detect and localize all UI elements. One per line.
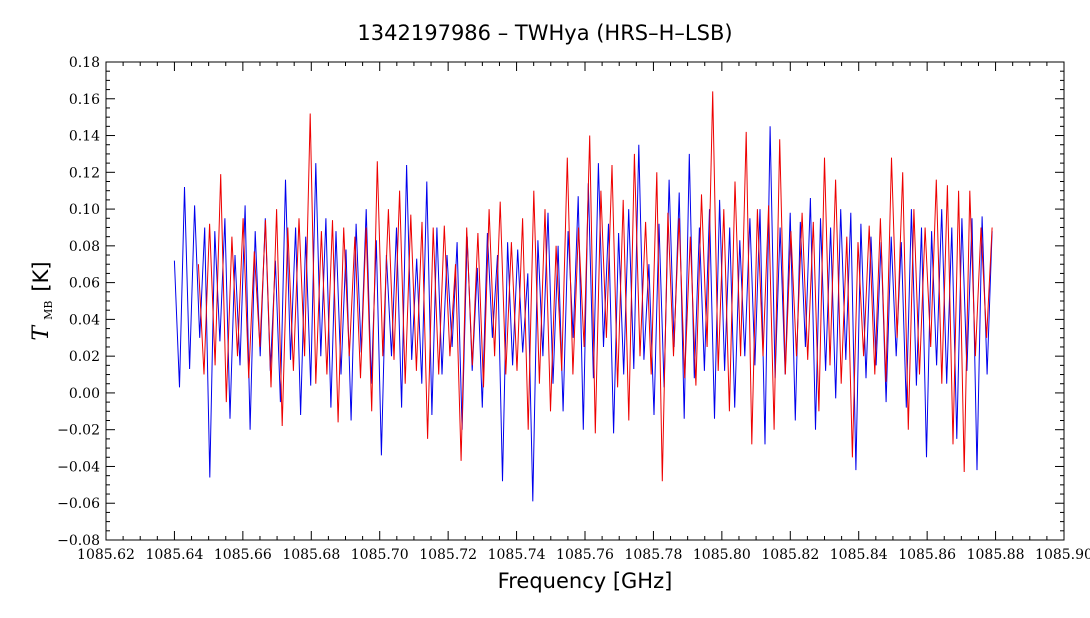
x-tick-label: 1085.80 — [693, 547, 751, 563]
chart-title: 1342197986 – TWHya (HRS–H–LSB) — [357, 21, 732, 45]
x-tick-label: 1085.76 — [556, 547, 614, 563]
y-tick-label: 0.02 — [69, 349, 100, 365]
series-line-2 — [197, 91, 993, 482]
y-tick-label: 0.10 — [69, 202, 100, 218]
x-tick-label: 1085.90 — [1035, 547, 1090, 563]
y-tick-label: 0.06 — [69, 276, 100, 292]
plot-frame — [105, 61, 1065, 541]
y-axis-label: T MB [K] — [29, 261, 56, 340]
y-tick-label: 0.18 — [69, 55, 100, 71]
x-tick-label: 1085.74 — [488, 547, 546, 563]
y-tick-label: 0.12 — [69, 165, 100, 181]
x-tick-label: 1085.86 — [898, 547, 956, 563]
y-tick-label: −0.02 — [57, 423, 100, 439]
x-tick-label: 1085.64 — [145, 547, 203, 563]
x-tick-label: 1085.62 — [77, 547, 135, 563]
series-line-1 — [173, 126, 993, 502]
y-tick-label: 0.14 — [69, 129, 100, 145]
y-tick-label: 0.00 — [69, 386, 100, 402]
x-tick-label: 1085.72 — [419, 547, 477, 563]
x-tick-label: 1085.78 — [624, 547, 682, 563]
y-axis-symbol: T — [29, 324, 54, 341]
x-tick-label: 1085.88 — [967, 547, 1025, 563]
y-axis-subscript: MB — [42, 301, 55, 320]
x-axis-label: Frequency [GHz] — [498, 569, 673, 593]
y-tick-label: 0.04 — [69, 312, 100, 328]
y-tick-label: −0.08 — [57, 533, 100, 549]
x-tick-label: 1085.66 — [214, 547, 272, 563]
y-tick-label: −0.06 — [57, 496, 100, 512]
y-tick-label: −0.04 — [57, 459, 100, 475]
x-tick-label: 1085.82 — [761, 547, 819, 563]
x-tick-label: 1085.70 — [351, 547, 409, 563]
y-axis-unit: [K] — [29, 261, 53, 291]
y-tick-label: 0.08 — [69, 239, 100, 255]
series-layer — [173, 91, 993, 502]
x-tick-label: 1085.84 — [830, 547, 888, 563]
ticks-layer: 1085.62 1085.64 1085.66 1085.68 1085.70 1085.… — [57, 55, 1090, 563]
x-tick-label: 1085.68 — [282, 547, 340, 563]
y-tick-label: 0.16 — [69, 92, 100, 108]
